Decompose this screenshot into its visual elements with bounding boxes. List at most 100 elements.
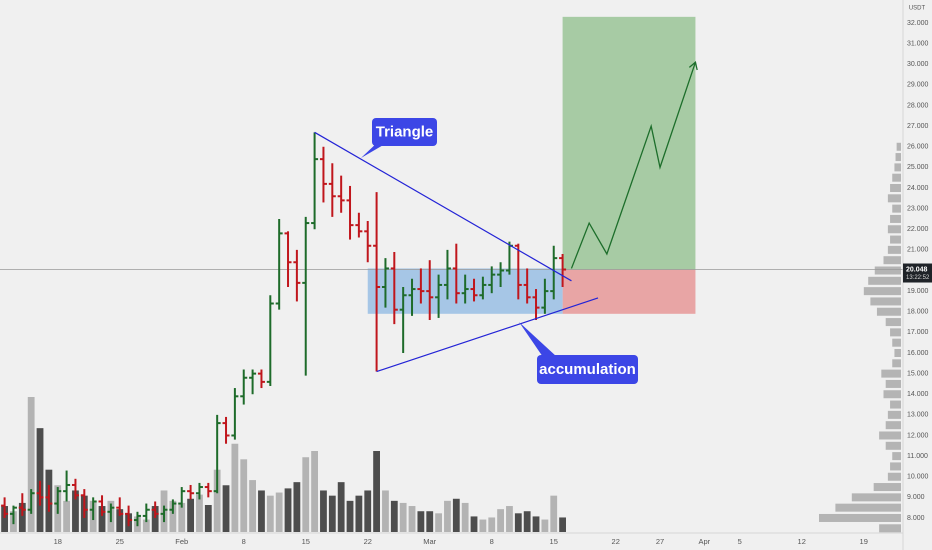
profile-bar — [892, 452, 901, 461]
y-tick-label: 23.000 — [907, 205, 929, 212]
profile-bar — [887, 410, 901, 419]
volume-bar — [72, 490, 79, 532]
volume-bar — [488, 517, 496, 532]
profile-bar — [892, 204, 901, 213]
volume-bar — [266, 495, 274, 532]
y-tick-label: 26.000 — [907, 144, 929, 151]
volume-bar — [328, 495, 336, 532]
volume-bar — [204, 505, 212, 532]
volume-bar — [346, 500, 354, 532]
volume-bar — [523, 511, 531, 532]
x-tick-label: 18 — [54, 537, 62, 546]
y-tick-label: 8.000 — [907, 515, 925, 522]
volume-bar — [151, 506, 159, 532]
volume-bar — [461, 502, 469, 532]
profile-bar — [894, 348, 901, 357]
y-tick-label: 17.000 — [907, 329, 929, 336]
projection-path — [570, 61, 697, 269]
callout-box — [537, 355, 638, 384]
profile-bar — [890, 328, 901, 337]
volume-bar — [355, 495, 363, 532]
volume-bar — [249, 480, 256, 532]
price-badge — [903, 263, 932, 283]
profile-bar — [876, 307, 901, 316]
callout-pointer — [519, 322, 557, 360]
volume-bar — [320, 490, 327, 532]
profile-bar — [887, 472, 901, 481]
volume-bar — [222, 485, 230, 532]
volume-bar — [63, 500, 70, 532]
volume-bar — [337, 482, 345, 532]
y-tick-label: 9.000 — [907, 494, 925, 501]
profile-bar — [874, 266, 901, 275]
volume-bar — [116, 509, 124, 532]
volume-bar — [284, 488, 292, 532]
y-tick-label: 10.000 — [907, 474, 929, 481]
projection-arrowhead — [688, 61, 698, 71]
volume-bar — [435, 513, 442, 532]
volume-bar — [240, 459, 248, 532]
y-tick-label: 29.000 — [907, 82, 929, 89]
triangle-line — [314, 131, 572, 282]
volume-bar — [27, 397, 35, 532]
profile-bar — [890, 462, 901, 471]
y-tick-label: 13.000 — [907, 412, 929, 419]
triangle-line — [376, 297, 599, 373]
profile-bar — [881, 369, 901, 378]
profile-bar — [892, 173, 901, 182]
volume-bar — [169, 500, 177, 532]
volume-bar — [497, 509, 504, 532]
profile-bar — [879, 431, 901, 440]
profile-bar — [868, 276, 901, 285]
target-box — [562, 16, 696, 270]
x-tick-label: 22 — [364, 537, 372, 546]
y-tick-label: 22.000 — [907, 226, 929, 233]
profile-bar — [887, 225, 901, 234]
profile-bar — [895, 153, 901, 162]
x-tick-label: 15 — [302, 537, 310, 546]
volume-bar — [142, 519, 150, 532]
profile-bar — [819, 513, 901, 522]
profile-bar — [892, 359, 901, 368]
volume-bar — [506, 506, 513, 532]
volume-bar — [514, 513, 522, 532]
y-tick-label: 14.000 — [907, 391, 929, 398]
volume-bar — [470, 516, 478, 532]
x-tick-label: 15 — [550, 537, 558, 546]
y-tick-label: 21.000 — [907, 247, 929, 254]
volume-bar — [408, 506, 416, 532]
volume-bar — [373, 451, 380, 532]
volume-bar — [302, 457, 310, 532]
profile-bar — [885, 318, 901, 327]
x-tick-label: Apr — [698, 537, 710, 546]
price-badge-label: 20.048 — [906, 266, 928, 273]
profile-bar — [885, 441, 901, 450]
volume-profile — [819, 142, 901, 533]
volume-bar — [541, 519, 549, 532]
countdown-label: 13:22:52 — [906, 275, 930, 281]
y-tick-label: 31.000 — [907, 40, 929, 47]
unit-label: USDT — [909, 6, 926, 12]
y-tick-label: 27.000 — [907, 123, 929, 130]
profile-bar — [890, 235, 901, 244]
x-tick-label: Feb — [175, 537, 188, 546]
volume-bar — [390, 500, 398, 532]
callouts: Triangle accumulation — [361, 118, 638, 384]
volume-bar — [1, 506, 9, 532]
profile-bar — [885, 421, 901, 430]
profile-bar — [890, 400, 901, 409]
profile-bar — [892, 338, 901, 347]
profile-bar — [870, 297, 901, 306]
profile-bar — [885, 379, 901, 388]
x-tick-label: 8 — [490, 537, 494, 546]
stop-box — [562, 269, 696, 314]
volume-bar — [382, 490, 389, 532]
profile-bar — [894, 163, 901, 172]
volume-bar — [293, 482, 301, 532]
callout-label: accumulation — [539, 361, 636, 378]
volume-bar — [36, 428, 44, 532]
profile-bar — [887, 245, 901, 254]
volume-bar — [532, 516, 540, 532]
volume-bar — [399, 502, 407, 532]
